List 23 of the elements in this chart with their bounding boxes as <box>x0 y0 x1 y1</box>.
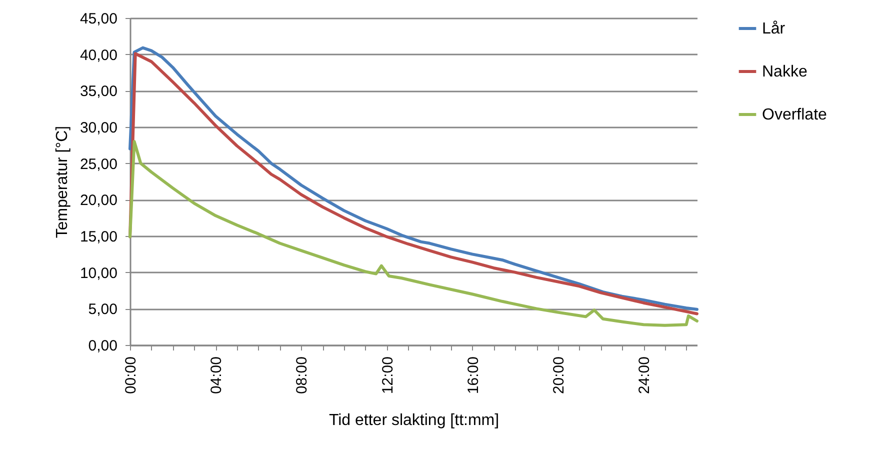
x-tick-label: 08:00 <box>294 356 311 394</box>
x-tick-label: 04:00 <box>208 356 226 394</box>
legend-label: Lår <box>762 20 786 38</box>
x-tick-label: 00:00 <box>122 356 140 394</box>
legend-label: Nakke <box>762 64 808 80</box>
legend-label: Overflate <box>762 106 828 124</box>
line-series <box>128 140 698 327</box>
x-axis-title: Tid etter slakting [tt:mm] <box>328 412 500 430</box>
x-tick-label: 20:00 <box>550 356 568 394</box>
y-tick-label: 0,00 <box>88 338 118 354</box>
y-tick-label: 40,00 <box>80 46 118 64</box>
x-tick-label: 24:00 <box>636 356 654 394</box>
y-tick-label: 20,00 <box>80 192 118 210</box>
y-axis-title: Temperatur [°C] <box>54 126 71 238</box>
y-tick-label: 45,00 <box>80 10 118 28</box>
y-tick-label: 10,00 <box>80 264 118 282</box>
y-tick-label: 15,00 <box>80 228 118 246</box>
y-tick-label: 5,00 <box>88 301 118 318</box>
y-tick-label: 30,00 <box>80 120 118 136</box>
y-tick-label: 25,00 <box>80 156 118 173</box>
y-tick-label: 35,00 <box>80 83 118 100</box>
x-tick-label: 16:00 <box>464 356 482 394</box>
x-tick-label: 12:00 <box>379 356 396 394</box>
